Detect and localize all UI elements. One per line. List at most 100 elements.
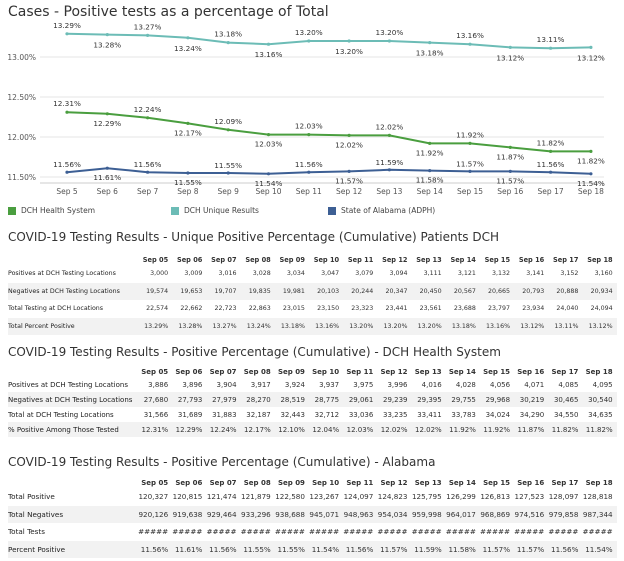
table-cell: 31,566 <box>143 410 169 419</box>
legend-item-dch-unique-results[interactable]: DCH Unique Results <box>171 206 259 215</box>
column-header: Sep 09 <box>277 367 305 376</box>
table-cell: 929,464 <box>206 505 241 523</box>
table-cell: ##### <box>138 527 169 537</box>
data-label: 11.56% <box>537 160 565 169</box>
table-cell: 19,981 <box>274 282 309 300</box>
table-cell: 12.10% <box>274 422 309 437</box>
table-cell: 22,723 <box>214 305 237 313</box>
data-label: 11.59% <box>375 158 403 167</box>
table-row: Total Tests ##### ##### ##### ##### ##### ####… <box>8 523 617 541</box>
data-point <box>468 169 472 173</box>
table-row: % Positive Among Those Tested 12.31% 12.29… <box>8 422 617 437</box>
table-cell: 3,886 <box>148 380 169 389</box>
row-label: Positives at DCH Testing Locations <box>8 380 128 389</box>
data-label: 11.87% <box>496 152 524 161</box>
x-tick-label: Sep 8 <box>177 187 199 196</box>
table-cell: 20,793 <box>514 282 549 300</box>
table-cell: 23,441 <box>385 305 408 313</box>
table-cell: 19,653 <box>172 282 207 300</box>
legend-item-dch-health-system[interactable]: DCH Health System <box>8 206 95 215</box>
table-cell: 11.92% <box>445 422 480 437</box>
table-cell: 13.20% <box>377 317 412 335</box>
column-header: Sep 17 <box>551 367 579 376</box>
row-label: Total at DCH Testing Locations <box>8 410 114 419</box>
x-tick-label: Sep 6 <box>97 187 119 196</box>
table-cell: 13.20% <box>343 317 378 335</box>
data-label: 12.17% <box>174 128 202 137</box>
column-header: Sep 06 <box>175 367 203 376</box>
legend-item-state-of-alabama[interactable]: State of Alabama (ADPH) <box>328 206 435 215</box>
data-label: 11.56% <box>53 160 81 169</box>
table-cell: ##### <box>343 527 374 537</box>
table-cell: 33,235 <box>383 410 408 419</box>
data-label: 13.11% <box>537 35 565 44</box>
table-cell: 3,132 <box>492 270 511 278</box>
table-cell: 3,000 <box>150 270 169 278</box>
data-point <box>387 168 391 172</box>
data-label: 12.02% <box>375 122 403 131</box>
table-cell: 3,937 <box>319 380 340 389</box>
column-header: Sep 17 <box>553 255 579 264</box>
data-point <box>549 170 553 174</box>
column-header: Sep 09 <box>279 255 305 264</box>
header-spacer <box>8 477 138 488</box>
table-cell: 11.55% <box>240 540 275 558</box>
table-cell: 123,267 <box>309 492 340 502</box>
table-cell: 13.18% <box>274 317 309 335</box>
data-label: 12.29% <box>93 119 121 128</box>
table-cell: 11.56% <box>343 540 378 558</box>
table-cell: 11.55% <box>274 540 309 558</box>
table-cell: 11.82% <box>582 422 617 437</box>
table-cell: 33,783 <box>451 410 476 419</box>
table-cell: 3,141 <box>526 270 545 278</box>
table-cell: 33,411 <box>417 410 442 419</box>
table-cell: 20,567 <box>445 282 480 300</box>
data-point <box>468 42 472 46</box>
data-point <box>468 141 472 145</box>
table-cell: 126,813 <box>480 492 511 502</box>
row-label: Total Testing at DCH Locations <box>8 305 104 313</box>
data-label: 13.20% <box>375 28 403 37</box>
table-cell: 3,917 <box>250 380 271 389</box>
x-tick-label: Sep 17 <box>538 187 564 196</box>
table-cell: 19,707 <box>206 282 241 300</box>
data-point <box>307 133 311 137</box>
table-cell: 122,580 <box>275 492 305 502</box>
table-cell: 11.57% <box>377 540 412 558</box>
column-header: Sep 11 <box>346 478 374 487</box>
table-cell: 13.16% <box>479 317 515 335</box>
data-label: 12.02% <box>335 140 363 149</box>
table-cell: ##### <box>479 527 511 537</box>
table-row: Total Positive 120,327 120,815 121,474 121,8… <box>8 488 617 506</box>
column-header: Sep 15 <box>484 255 511 264</box>
data-point <box>549 46 553 50</box>
table-cell: 34,635 <box>588 410 613 419</box>
table-cell: 945,071 <box>308 505 344 523</box>
column-header: Sep 07 <box>209 367 237 376</box>
column-header: Sep 11 <box>347 255 374 264</box>
series-line <box>66 32 591 50</box>
table-row: Total Testing at DCH Locations 22,574 22,6… <box>8 300 617 318</box>
table-cell: ##### <box>582 527 613 537</box>
column-header: Sep 18 <box>585 367 613 376</box>
table-cell: 24,040 <box>556 305 579 313</box>
table-cell: 124,823 <box>377 492 408 502</box>
table-cell: 11.54% <box>582 540 617 558</box>
table-cell: 124,097 <box>343 492 374 502</box>
table-cell: 29,395 <box>411 392 446 407</box>
data-point <box>186 121 190 125</box>
x-tick-label: Sep 10 <box>255 187 281 196</box>
table-row: Negatives at DCH Testing Locations 27,680… <box>8 392 617 407</box>
row-label: Percent Positive <box>8 540 138 558</box>
table-cell: ##### <box>240 527 271 537</box>
data-point <box>508 145 512 149</box>
data-point <box>266 172 271 176</box>
table-cell: 32,712 <box>314 410 340 419</box>
table-cell: 30,219 <box>514 392 549 407</box>
data-label: 11.82% <box>537 138 565 147</box>
table-cell: 30,465 <box>548 392 583 407</box>
table-cell: ##### <box>172 527 203 537</box>
table-cell: 11.61% <box>172 540 207 558</box>
table-cell: ##### <box>206 527 237 537</box>
table-cell: 11.82% <box>548 422 583 437</box>
